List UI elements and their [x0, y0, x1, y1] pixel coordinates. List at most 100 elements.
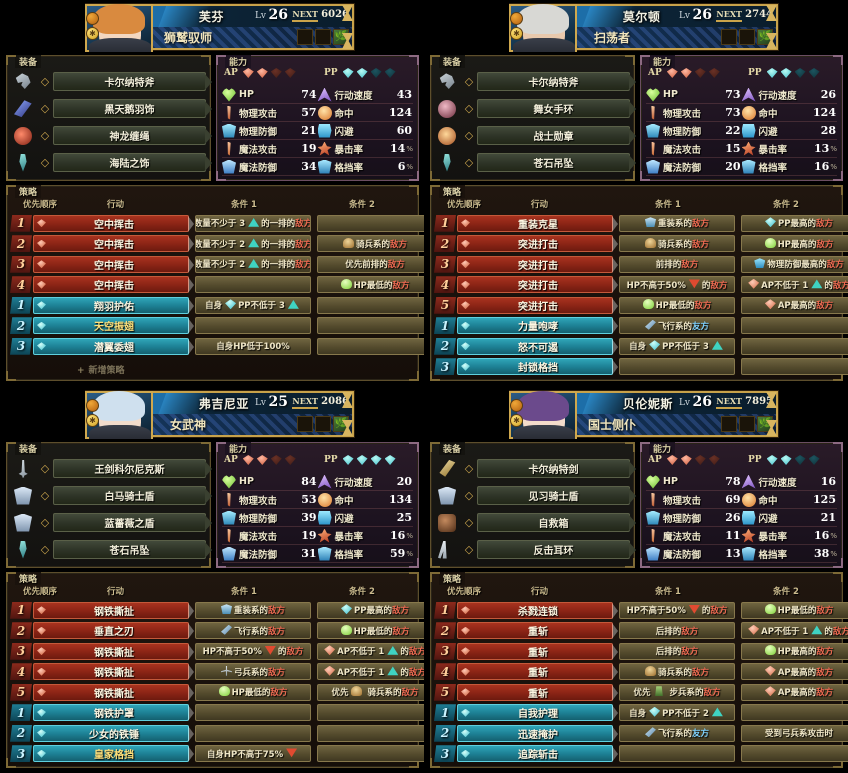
tactic-condition-2[interactable]: 优先 骑兵系的敌方 [317, 683, 433, 701]
equipment-button[interactable]: 白马骑士盾 [53, 486, 212, 505]
equip-slot-2[interactable] [315, 29, 331, 45]
unit-name-banner[interactable]: 莫尔顿 Lv 26 NEXT 2744 扫荡者 🌿 ✱ [509, 4, 778, 52]
tactic-row[interactable]: 2 少女的铁锤 [10, 723, 433, 744]
tactic-priority[interactable]: 3 [434, 745, 456, 763]
tactic-priority[interactable]: 1 [434, 317, 456, 335]
tactic-condition-1[interactable]: HP不高于50% 的敌方 [195, 642, 311, 660]
tactic-row[interactable]: 4 重斩 骑兵系的敌方 AP最高的敌方 [434, 662, 848, 683]
equipment-button[interactable]: 见习骑士盾 [477, 486, 636, 505]
equipment-row[interactable]: ◇ 卡尔纳特剑 [435, 455, 636, 482]
equipment-button[interactable]: 王剑科尔尼克斯 [53, 459, 212, 478]
tactic-condition-2[interactable]: AP最高的敌方 [741, 663, 848, 681]
tactic-priority[interactable]: 5 [434, 683, 456, 701]
tactic-condition-1[interactable]: 优先 步兵系的敌方 [619, 683, 735, 701]
tactic-priority[interactable]: 1 [434, 214, 456, 232]
tactic-condition-2[interactable] [317, 214, 433, 232]
equipment-button[interactable]: 反击耳环 [477, 540, 636, 559]
equipment-row[interactable]: ◇ 白马骑士盾 [11, 482, 212, 509]
equipment-button[interactable]: 黑天鹅羽饰 [53, 99, 212, 118]
tactic-action-button[interactable]: 钢铁撕扯 [33, 601, 194, 619]
equipment-row[interactable]: ◇ 舞女手环 [435, 95, 636, 122]
tactic-row[interactable]: 2 空中挥击 数量不少于 2 的一排的敌方 骑兵系的敌方 [10, 234, 433, 255]
tactic-action-button[interactable]: 钢铁护罩 [33, 704, 194, 722]
tactic-priority[interactable]: 5 [434, 296, 456, 314]
tactic-condition-1[interactable]: 飞行系的友方 [619, 317, 735, 335]
tactic-row[interactable]: 2 垂直之刃 飞行系的敌方 HP最低的敌方 [10, 621, 433, 642]
tactic-row[interactable]: 1 力量咆哮 飞行系的友方 [434, 316, 848, 337]
tactic-priority[interactable]: 2 [434, 337, 456, 355]
tactic-condition-1[interactable]: 骑兵系的敌方 [619, 235, 735, 253]
tactic-condition-2[interactable]: HP最高的敌方 [741, 235, 848, 253]
tactic-row[interactable]: 3 重斩 后排的敌方 HP最高的敌方 [434, 641, 848, 662]
equipment-row[interactable]: ◇ 王剑科尔尼克斯 [11, 455, 212, 482]
equipment-row[interactable]: ◇ 卡尔纳特斧 [11, 68, 212, 95]
tactic-row[interactable]: 3 突进打击 前排的敌方 物理防御最高的敌方 [434, 254, 848, 275]
tactic-condition-1[interactable]: 自身HP不高于75% [195, 745, 311, 763]
equip-slot-1[interactable] [297, 29, 313, 45]
tactic-condition-2[interactable]: AP不低于 1 的敌方 [317, 663, 433, 681]
tactic-action-button[interactable]: 皇家格挡 [33, 745, 194, 763]
unit-name-banner[interactable]: 贝伦妮斯 Lv 26 NEXT 7895 国士侧仆 🌿 ✱ [509, 391, 778, 439]
tactic-condition-2[interactable]: AP最高的敌方 [741, 683, 848, 701]
tactic-row[interactable]: 4 空中挥击 HP最低的敌方 [10, 275, 433, 296]
tactic-action-button[interactable]: 空中挥击 [33, 235, 194, 253]
tactic-condition-1[interactable]: 自身 PP不低于 3 [195, 296, 311, 314]
tactic-row[interactable]: 4 钢铁撕扯 弓兵系的敌方 AP不低于 1 的敌方 [10, 662, 433, 683]
tactic-condition-2[interactable]: HP最低的敌方 [317, 622, 433, 640]
unit-portrait[interactable] [509, 391, 577, 439]
tactic-condition-1[interactable] [619, 745, 735, 763]
tactic-condition-1[interactable]: 后排的敌方 [619, 642, 735, 660]
tactic-priority[interactable]: 2 [10, 622, 32, 640]
equipment-button[interactable]: 卡尔纳特斧 [53, 72, 212, 91]
tactic-action-button[interactable]: 重斩 [457, 642, 618, 660]
tactic-condition-2[interactable] [741, 745, 848, 763]
tactic-row[interactable]: 2 重斩 后排的敌方 AP不低于 1 的敌方 [434, 621, 848, 642]
tactic-row[interactable]: 5 重斩 优先 步兵系的敌方 AP最高的敌方 [434, 682, 848, 703]
tactic-action-button[interactable]: 突进打击 [457, 255, 618, 273]
tactic-condition-1[interactable] [619, 358, 735, 376]
equipment-button[interactable]: 苍石吊坠 [477, 153, 636, 172]
tactic-priority[interactable]: 1 [10, 601, 32, 619]
tactic-priority[interactable]: 3 [10, 745, 32, 763]
tactic-row[interactable]: 3 潜翼委翅 自身HP低于100% [10, 336, 433, 357]
equipment-row[interactable]: ◇ 苍石吊坠 [11, 536, 212, 563]
tactic-action-button[interactable]: 钢铁撕扯 [33, 683, 194, 701]
tactic-row[interactable]: 1 重装克星 重装系的敌方 PP最高的敌方 [434, 213, 848, 234]
tactic-action-button[interactable]: 追踪斩击 [457, 745, 618, 763]
tactic-condition-2[interactable] [741, 704, 848, 722]
equipment-row[interactable]: ◇ 见习骑士盾 [435, 482, 636, 509]
tactic-action-button[interactable]: 杀戮连锁 [457, 601, 618, 619]
tactic-condition-1[interactable]: 前排的敌方 [619, 255, 735, 273]
tactic-action-button[interactable]: 迅速掩护 [457, 724, 618, 742]
tactic-condition-1[interactable] [195, 704, 311, 722]
tactic-condition-1[interactable]: HP最低的敌方 [619, 296, 735, 314]
tactic-condition-1[interactable]: 飞行系的友方 [619, 724, 735, 742]
tactic-condition-2[interactable] [317, 317, 433, 335]
equip-slot-2[interactable] [739, 416, 755, 432]
equipment-row[interactable]: ◇ 自救箱 [435, 509, 636, 536]
tactic-condition-1[interactable]: 数量不少于 2 的一排的敌方 [195, 235, 311, 253]
tactic-condition-2[interactable]: PP最高的敌方 [741, 214, 848, 232]
tactic-condition-1[interactable]: 后排的敌方 [619, 622, 735, 640]
tactic-condition-2[interactable]: 优先前排的敌方 [317, 255, 433, 273]
tactic-row[interactable]: 3 皇家格挡 自身HP不高于75% [10, 744, 433, 765]
tactic-action-button[interactable]: 突进打击 [457, 235, 618, 253]
tactic-condition-2[interactable]: AP最高的敌方 [741, 296, 848, 314]
tactic-row[interactable]: 1 钢铁护罩 [10, 703, 433, 724]
equipment-row[interactable]: ◇ 战士勋章 [435, 122, 636, 149]
tactic-condition-2[interactable] [741, 337, 848, 355]
tactic-condition-1[interactable]: 飞行系的敌方 [195, 622, 311, 640]
tactic-condition-2[interactable] [741, 358, 848, 376]
tactic-action-button[interactable]: 潜翼委翅 [33, 337, 194, 355]
tactic-row[interactable]: 1 自我护理 自身 PP不低于 2 [434, 703, 848, 724]
tactic-condition-1[interactable]: 弓兵系的敌方 [195, 663, 311, 681]
tactic-action-button[interactable]: 重装克星 [457, 214, 618, 232]
equipment-row[interactable]: ◇ 海陆之饰 [11, 149, 212, 176]
tactic-row[interactable]: 3 钢铁撕扯 HP不高于50% 的敌方 AP不低于 1 的敌方 [10, 641, 433, 662]
tactic-condition-1[interactable]: 自身 PP不低于 3 [619, 337, 735, 355]
tactic-condition-2[interactable] [317, 296, 433, 314]
tactic-row[interactable]: 5 突进打击 HP最低的敌方 AP最高的敌方 [434, 295, 848, 316]
tactic-priority[interactable]: 3 [10, 642, 32, 660]
tactic-row[interactable]: 2 迅速掩护 飞行系的友方 受到弓兵系攻击时 [434, 723, 848, 744]
equipment-button[interactable]: 卡尔纳特斧 [477, 72, 636, 91]
